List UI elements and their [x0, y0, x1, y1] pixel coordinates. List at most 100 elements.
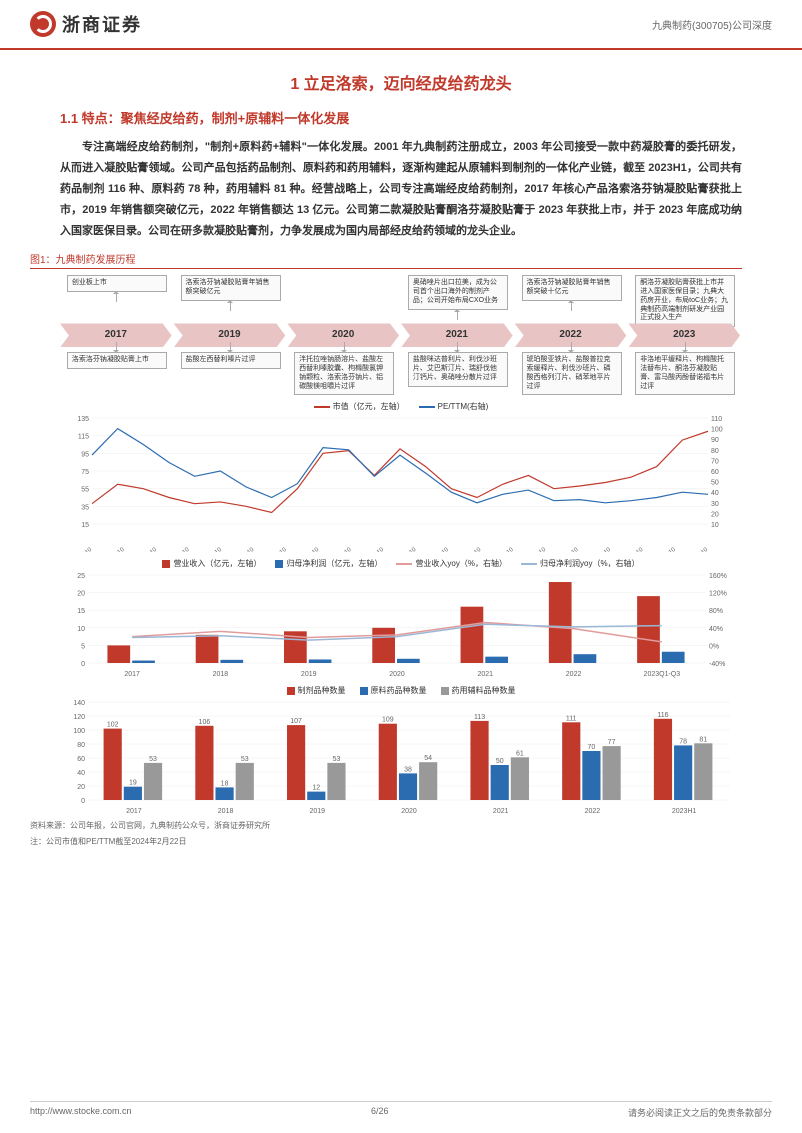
- svg-text:18: 18: [221, 781, 229, 788]
- svg-text:53: 53: [241, 756, 249, 763]
- logo-icon: [30, 11, 56, 37]
- svg-text:2018-02-10: 2018-02-10: [98, 547, 126, 552]
- paragraph: 专注高端经皮给药制剂，"制剂+原料药+辅料"一体化发展。2001 年九典制药注册…: [60, 137, 742, 241]
- svg-text:-40%: -40%: [709, 661, 725, 668]
- svg-text:2019: 2019: [301, 671, 317, 678]
- timeline-event-bottom: 非洛地平缓释片、枸橼酸托法替布片、酮洛芬凝胶贴膏、富马酸丙酚替诺福韦片过评: [635, 352, 735, 395]
- svg-text:2021-06-10: 2021-06-10: [423, 547, 451, 552]
- svg-text:116: 116: [657, 712, 668, 719]
- svg-text:100: 100: [73, 728, 85, 735]
- svg-text:19: 19: [129, 780, 137, 787]
- svg-text:53: 53: [149, 756, 157, 763]
- svg-text:61: 61: [516, 751, 524, 758]
- footer: http://www.stocke.com.cn 6/26 请务必阅读正文之后的…: [30, 1101, 772, 1119]
- legend-item: 营业收入（亿元，左轴）: [162, 558, 261, 569]
- svg-text:30: 30: [711, 501, 719, 508]
- svg-text:160%: 160%: [709, 573, 727, 580]
- svg-text:15: 15: [81, 522, 89, 529]
- svg-text:2022-02-10: 2022-02-10: [487, 547, 515, 552]
- svg-text:78: 78: [679, 739, 687, 746]
- svg-text:2023H1: 2023H1: [672, 808, 697, 815]
- svg-text:100: 100: [711, 427, 723, 434]
- svg-text:2019-06-10: 2019-06-10: [228, 547, 256, 552]
- svg-text:2017: 2017: [124, 671, 140, 678]
- footer-url: http://www.stocke.com.cn: [30, 1106, 132, 1119]
- svg-text:75: 75: [81, 469, 89, 476]
- svg-text:113: 113: [474, 714, 485, 721]
- note: 注：公司市值和PE/TTM截至2024年2月22日: [30, 836, 742, 847]
- para-text: 专注高端经皮给药制剂，"制剂+原料药+辅料"一体化发展。2001 年九典制药注册…: [60, 141, 742, 237]
- svg-text:55: 55: [81, 487, 89, 494]
- svg-text:77: 77: [608, 740, 616, 747]
- chart-revenue: 营业收入（亿元，左轴） 归母净利润（亿元，左轴） 营业收入yoy（%，右轴） 归母净利…: [60, 558, 742, 679]
- company-name: 浙商证券: [62, 11, 142, 37]
- legend-item: 归母净利润yoy（%，右轴）: [521, 558, 640, 569]
- svg-text:2020-06-10: 2020-06-10: [325, 547, 353, 552]
- svg-text:70: 70: [711, 459, 719, 466]
- svg-text:50: 50: [711, 480, 719, 487]
- svg-text:2023Q1-Q3: 2023Q1-Q3: [644, 671, 681, 678]
- timeline-event-bottom: 泮托拉唑钠肠溶片、盐酸左西替利嗪胶囊、枸橼酸氯钾钠颗粒、洛索洛芬钠片、铝碳酸镁咀…: [294, 352, 394, 395]
- svg-text:2020: 2020: [401, 808, 417, 815]
- svg-text:107: 107: [290, 719, 302, 726]
- svg-text:15: 15: [77, 609, 85, 616]
- svg-text:2018-10-10: 2018-10-10: [163, 547, 191, 552]
- svg-text:54: 54: [424, 756, 432, 763]
- timeline-event-bottom: 盐酸咪达普利片、利伐沙班片、艾巴斯汀片、瑞舒伐他汀钙片、奥硝唑分散片过评: [408, 352, 508, 386]
- svg-text:2023-06-10: 2023-06-10: [617, 547, 645, 552]
- doc-title: 九典制药(300705)公司深度: [652, 17, 772, 32]
- chart-products: 制剂品种数量原料药品种数量药用辅料品种数量 020406080100120140…: [60, 685, 742, 816]
- svg-text:111: 111: [566, 716, 577, 723]
- svg-text:2021: 2021: [493, 808, 509, 815]
- section-h1: 1 立足洛索，迈向经皮给药龙头: [60, 70, 742, 94]
- svg-text:109: 109: [382, 717, 394, 724]
- svg-text:120: 120: [73, 714, 85, 721]
- svg-text:2022-06-10: 2022-06-10: [520, 547, 548, 552]
- svg-text:35: 35: [81, 505, 89, 512]
- timeline-event-bottom: 琥珀酸亚铁片、盐酸普拉克索缓释片、利伐沙班片、磷酸西格列汀片、硝苯地平片过评: [522, 352, 622, 395]
- svg-text:2023-10-10: 2023-10-10: [649, 547, 677, 552]
- svg-text:80: 80: [77, 742, 85, 749]
- svg-text:80%: 80%: [709, 609, 723, 616]
- svg-text:90: 90: [711, 438, 719, 445]
- svg-text:2022: 2022: [585, 808, 601, 815]
- svg-text:2020: 2020: [389, 671, 405, 678]
- svg-text:2017-10-10: 2017-10-10: [66, 547, 94, 552]
- svg-text:81: 81: [699, 737, 707, 744]
- svg-text:20: 20: [77, 784, 85, 791]
- svg-text:2023-02-10: 2023-02-10: [585, 547, 613, 552]
- svg-text:40: 40: [77, 770, 85, 777]
- svg-text:110: 110: [711, 416, 722, 423]
- section-h2: 1.1 特点：聚焦经皮给药，制剂+原辅料一体化发展: [60, 108, 742, 127]
- svg-text:2019: 2019: [309, 808, 325, 815]
- svg-text:2019-10-10: 2019-10-10: [260, 547, 288, 552]
- svg-text:2024-02-10: 2024-02-10: [682, 547, 710, 552]
- svg-text:2021: 2021: [477, 671, 493, 678]
- svg-text:0: 0: [81, 661, 85, 668]
- svg-text:2022-10-10: 2022-10-10: [552, 547, 580, 552]
- logo: 浙商证券: [30, 11, 142, 37]
- svg-text:106: 106: [199, 719, 211, 726]
- legend-item: PE/TTM(右轴): [419, 401, 489, 412]
- legend-item: 归母净利润（亿元，左轴）: [275, 558, 382, 569]
- svg-text:10: 10: [77, 626, 85, 633]
- svg-text:40: 40: [711, 491, 719, 498]
- timeline: 创业板上市洛索洛芬钠凝胶贴膏年销售额突破亿元奥硝唑片出口拉美，成为公司首个出口海…: [60, 275, 742, 395]
- legend-item: 营业收入yoy（%，右轴）: [396, 558, 507, 569]
- svg-text:53: 53: [333, 756, 341, 763]
- svg-text:40%: 40%: [709, 626, 723, 633]
- svg-text:2021-10-10: 2021-10-10: [455, 547, 483, 552]
- legend-item: 原料药品种数量: [360, 685, 427, 696]
- svg-text:70: 70: [588, 744, 596, 751]
- source: 资料来源：公司年报，公司官网，九典制药公众号，浙商证券研究所: [30, 820, 742, 831]
- svg-text:2022: 2022: [566, 671, 582, 678]
- svg-text:60: 60: [711, 469, 719, 476]
- svg-text:120%: 120%: [709, 591, 727, 598]
- svg-text:140: 140: [73, 700, 85, 707]
- svg-text:115: 115: [78, 434, 89, 441]
- svg-text:5: 5: [81, 644, 85, 651]
- svg-text:12: 12: [312, 785, 320, 792]
- svg-text:95: 95: [81, 452, 89, 459]
- svg-text:25: 25: [77, 573, 85, 580]
- header: 浙商证券 九典制药(300705)公司深度: [0, 0, 802, 50]
